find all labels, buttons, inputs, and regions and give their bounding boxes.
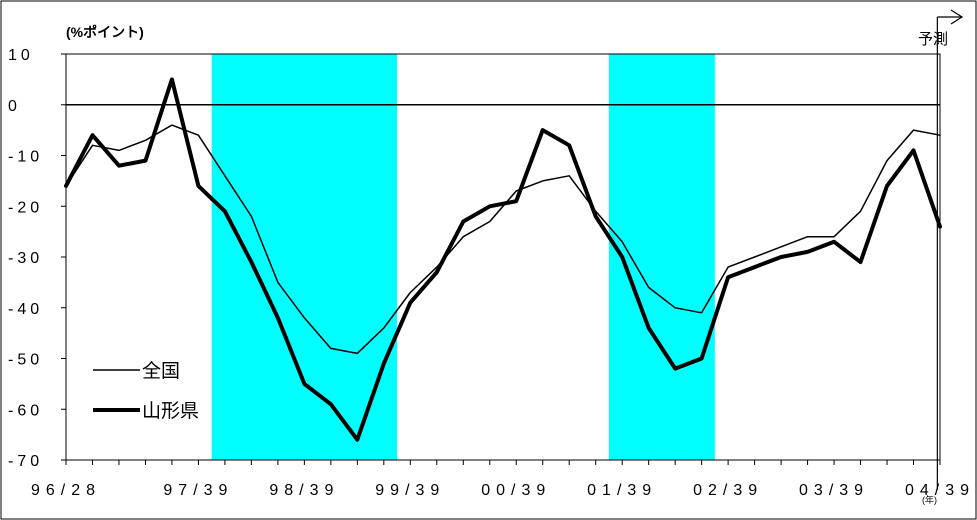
y-tick-label-1: 0 [8,98,21,115]
x-tick-label-4: 00/39 [481,482,551,499]
unit-label: (%ポイント) [66,24,144,40]
year-label: (年) [922,494,937,505]
shaded-period-1 [609,54,715,460]
x-tick-label-8: 04/39 [905,482,975,499]
x-tick-label-6: 02/39 [693,482,763,499]
y-tick-label-7: -60 [8,402,43,419]
y-tick-label-2: -10 [8,149,43,166]
y-tick-label-0: 10 [8,47,34,64]
x-tick-label-7: 03/39 [799,482,869,499]
legend-label-national: 全国 [142,360,180,382]
y-tick-label-3: -20 [8,199,43,216]
legend-label-yamagata: 山形県 [142,400,199,422]
x-tick-label-0: 96/28 [31,482,101,499]
y-tick-label-8: -70 [8,453,43,470]
x-tick-label-3: 99/39 [375,482,445,499]
x-tick-label-5: 01/39 [587,482,657,499]
forecast-label: 予測 [918,31,948,48]
y-tick-label-6: -50 [8,352,43,369]
shaded-period-0 [212,54,397,460]
y-tick-label-5: -40 [8,301,43,318]
y-tick-label-4: -30 [8,250,43,267]
x-tick-label-2: 98/39 [269,482,339,499]
x-tick-label-1: 97/39 [163,482,233,499]
